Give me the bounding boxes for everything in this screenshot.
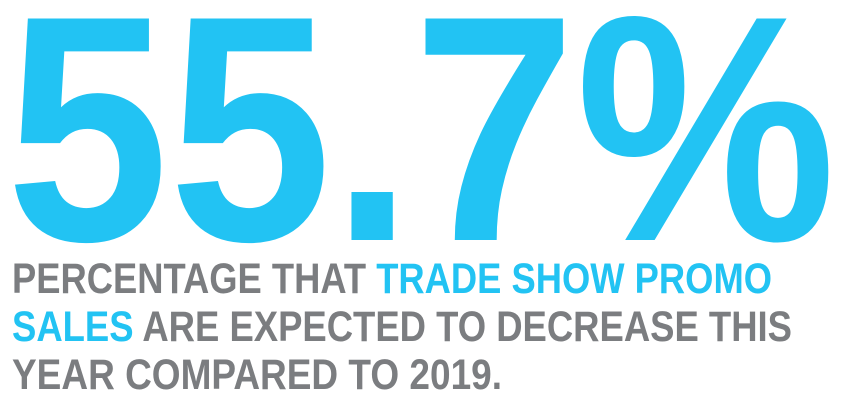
caption-line: PERCENTAGE THAT TRADE SHOW PROMO (12, 255, 772, 303)
caption-text: PERCENTAGE THAT (12, 255, 376, 303)
caption-highlight: SALES (12, 303, 134, 351)
caption-text: ARE EXPECTED TO DECREASE THIS (134, 303, 792, 351)
caption-highlight: TRADE SHOW PROMO (376, 255, 772, 303)
caption-text: YEAR COMPARED TO 2019. (12, 351, 502, 399)
caption-line: YEAR COMPARED TO 2019. (12, 351, 502, 399)
big-stat: 55.7% (6, 0, 836, 309)
caption-line: SALES ARE EXPECTED TO DECREASE THIS (12, 303, 792, 351)
